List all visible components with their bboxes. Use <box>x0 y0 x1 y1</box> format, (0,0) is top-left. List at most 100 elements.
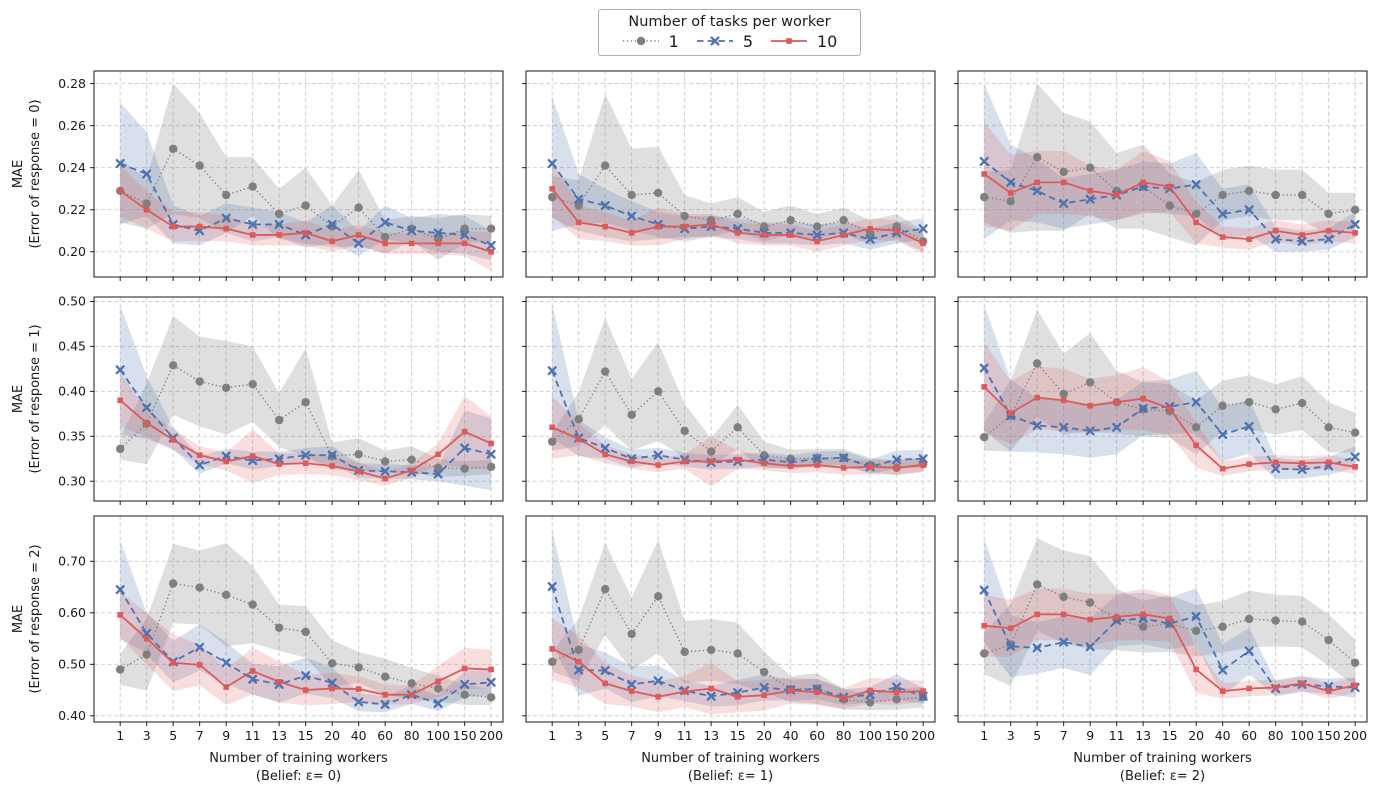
x-tick-label: 40 <box>783 728 799 743</box>
markers-tasks-10 <box>981 384 1358 472</box>
x-tick-label: 20 <box>324 728 340 743</box>
axis-ticks <box>522 300 924 505</box>
subplot-response1-eps0: 0.30 0.35 0.40 0.45 0.50 <box>58 294 504 505</box>
y-axis-label-line2: (Error of response = 1) <box>28 324 43 473</box>
markers-tasks-10 <box>117 397 494 482</box>
subplot-response0-eps0: 0.20 0.22 0.24 0.26 0.28 <box>58 70 504 281</box>
x-tick-label: 13 <box>703 728 719 743</box>
markers-tasks-10 <box>117 188 494 255</box>
x-axis-label-line2: (Belief: ε= 1) <box>688 769 773 784</box>
band-tasks-5 <box>552 529 924 707</box>
x-tick-label: 9 <box>1086 728 1094 743</box>
markers-tasks-10 <box>981 611 1358 694</box>
x-axis-label-line2: (Belief: ε= 2) <box>1120 769 1205 784</box>
x-tick-label: 60 <box>1241 728 1257 743</box>
legend-entry-tasks-5: 5 <box>696 32 753 51</box>
x-tick-label: 200 <box>479 728 503 743</box>
band-tasks-1 <box>120 543 492 706</box>
x-tick-label: 11 <box>1109 728 1125 743</box>
band-tasks-5 <box>984 83 1356 252</box>
axes-spines <box>525 515 936 723</box>
subplot-response1-eps2 <box>954 296 1368 505</box>
x-axis-label-line1: Number of training workers <box>209 751 388 766</box>
subplot-response0-eps2 <box>954 70 1368 281</box>
x-tick-label: 100 <box>858 728 882 743</box>
x-tick-label: 5 <box>1033 728 1041 743</box>
axes-spines <box>957 70 1368 278</box>
legend-label: 1 <box>668 31 679 51</box>
x-tick-label: 100 <box>1290 728 1314 743</box>
x-tick-label: 1 <box>980 728 988 743</box>
x-tick-label: 200 <box>911 728 935 743</box>
y-tick-label: 0.45 <box>58 339 86 354</box>
band-tasks-5 <box>552 96 924 250</box>
subplot-response1-eps1 <box>522 296 936 505</box>
line-tasks-5 <box>119 162 492 247</box>
y-tick-label: 0.50 <box>58 294 86 309</box>
x-tick-label: 7 <box>628 728 636 743</box>
markers-tasks-10 <box>981 171 1358 242</box>
dashed-x-line-sample-icon <box>696 36 733 46</box>
axes-spines <box>957 515 1368 723</box>
axes-spines <box>525 70 936 278</box>
line-tasks-5 <box>983 589 1356 690</box>
axes-spines <box>93 70 504 278</box>
axis-ticks <box>954 83 1356 281</box>
x-tick-label: 60 <box>809 728 825 743</box>
y-tick-label: 0.30 <box>58 473 86 488</box>
y-tick-label: 0.24 <box>58 160 86 175</box>
band-tasks-1 <box>120 315 492 477</box>
y-tick-label: 0.28 <box>58 76 86 91</box>
y-axis-label-line1: MAE <box>11 605 26 633</box>
solid-square-line-sample-icon <box>771 38 807 45</box>
legend-box: Number of tasks per worker 1 5 10 <box>598 9 861 56</box>
x-axis-label-line2: (Belief: ε= 0) <box>256 769 341 784</box>
band-tasks-5 <box>552 303 924 475</box>
y-axis-label-line2: (Error of response = 2) <box>28 544 43 693</box>
y-tick-label: 0.26 <box>58 118 86 133</box>
legend-entry-tasks-10: 10 <box>770 32 837 51</box>
band-tasks-5 <box>120 305 492 491</box>
line-tasks-5 <box>119 369 492 475</box>
axes-spines <box>93 515 504 723</box>
x-tick-label: 40 <box>1215 728 1231 743</box>
band-tasks-5 <box>120 102 492 261</box>
y-tick-label: 0.50 <box>58 657 86 672</box>
axis-ticks <box>954 300 1356 505</box>
x-tick-label: 80 <box>404 728 420 743</box>
legend-label: 5 <box>742 31 753 51</box>
axis-ticks <box>90 300 492 505</box>
x-tick-label: 200 <box>1343 728 1367 743</box>
line-tasks-1 <box>551 370 924 469</box>
y-tick-label: 0.40 <box>58 384 86 399</box>
x-tick-label: 20 <box>756 728 772 743</box>
band-tasks-1 <box>984 309 1356 455</box>
x-tick-label: 15 <box>1162 728 1178 743</box>
line-tasks-5 <box>551 586 924 699</box>
x-tick-label: 40 <box>351 728 367 743</box>
x-tick-label: 13 <box>271 728 287 743</box>
subplot-response2-eps0: 0.400.500.600.701 3 5 7 9 11 13 15 20 40 60 80 100 15… <box>58 515 504 743</box>
legend-title: Number of tasks per worker <box>628 14 831 31</box>
x-tick-label: 60 <box>377 728 393 743</box>
dotted-circle-line-sample-icon <box>622 37 659 46</box>
markers-tasks-10 <box>549 424 926 471</box>
x-tick-label: 3 <box>575 728 583 743</box>
x-tick-label: 15 <box>730 728 746 743</box>
line-tasks-1 <box>983 362 1356 438</box>
markers-tasks-10 <box>549 185 926 247</box>
line-tasks-5 <box>983 367 1356 471</box>
legend-entry-tasks-1: 1 <box>622 32 679 51</box>
band-tasks-1 <box>552 317 924 475</box>
band-tasks-1 <box>984 83 1356 246</box>
subplot-response0-eps1 <box>522 70 936 281</box>
y-tick-label: 0.40 <box>58 708 86 723</box>
x-tick-label: 150 <box>1317 728 1341 743</box>
markers-tasks-10 <box>549 646 926 702</box>
y-tick-label: 0.22 <box>58 202 86 217</box>
axis-ticks <box>90 560 492 726</box>
x-tick-label: 9 <box>222 728 230 743</box>
band-tasks-10 <box>552 161 924 254</box>
x-tick-label: 80 <box>836 728 852 743</box>
band-tasks-10 <box>120 165 492 271</box>
